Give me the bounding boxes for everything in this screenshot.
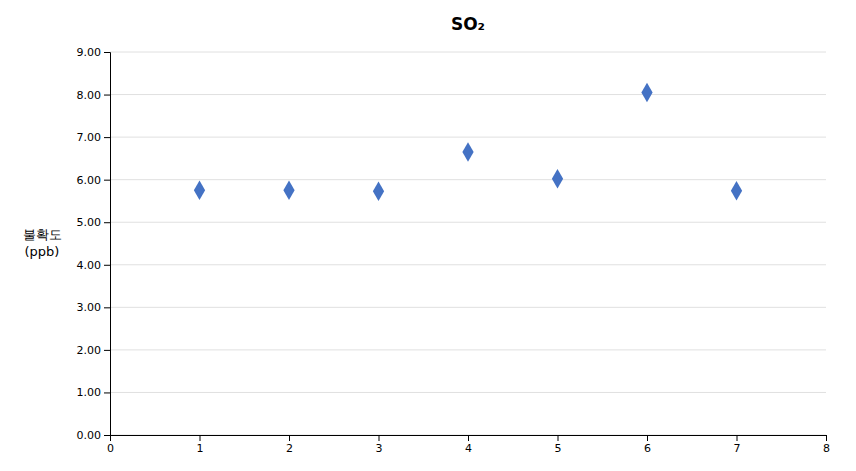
point xyxy=(194,181,205,201)
tick-mark xyxy=(104,435,110,436)
point xyxy=(731,181,742,201)
point xyxy=(641,83,652,103)
tick-label: 0.00 xyxy=(77,429,102,442)
tick-mark xyxy=(104,307,110,308)
y-axis-label-line: 불확도 xyxy=(23,227,62,242)
tick: 2.00 xyxy=(77,344,111,357)
tick: 1.00 xyxy=(77,386,111,399)
tick-mark xyxy=(200,435,201,441)
points xyxy=(194,83,742,201)
tick: 8.00 xyxy=(77,89,111,102)
tick-label: 9.00 xyxy=(77,46,102,59)
tick-label: 3.00 xyxy=(77,301,102,314)
tick: 5.00 xyxy=(77,216,111,229)
tick-mark xyxy=(104,52,110,53)
tick-mark xyxy=(104,137,110,138)
tick-mark xyxy=(104,222,110,223)
tick: 8 xyxy=(823,435,830,455)
tick-label: 5.00 xyxy=(77,216,102,229)
tick-label: 4.00 xyxy=(77,259,102,272)
axis-line xyxy=(104,53,111,436)
chart: 0 1 2 3 4 5 6 7 8 0.00 1.00 2.00 3.00 4.00 5.00 6.00 7.0… xyxy=(0,0,856,471)
tick-mark xyxy=(104,350,110,351)
y-axis-label: 불확도 (ppb) xyxy=(23,227,62,259)
tick: 7.00 xyxy=(77,131,111,144)
tick-label: 8.00 xyxy=(77,89,102,102)
point xyxy=(373,181,384,201)
tick-label: 7 xyxy=(734,442,741,455)
tick: 0.00 xyxy=(77,429,111,442)
grid-line xyxy=(110,349,826,350)
title: SO₂ xyxy=(451,14,485,34)
grid-line xyxy=(110,392,826,393)
grid-line xyxy=(110,222,826,223)
plot: 0 1 2 3 4 5 6 7 8 0.00 1.00 2.00 3.00 4.00 5.00 6.00 7.0… xyxy=(77,46,831,455)
grid-line xyxy=(110,264,826,265)
tick-label: 3 xyxy=(376,442,383,455)
tick-label: 1 xyxy=(197,442,204,455)
grid-line xyxy=(110,137,826,138)
tick: 3 xyxy=(376,435,383,455)
grid-line xyxy=(110,307,826,308)
tick-mark xyxy=(737,435,738,441)
point xyxy=(552,169,563,189)
grid xyxy=(110,52,826,435)
tick-mark xyxy=(104,95,110,96)
tick-mark xyxy=(104,180,110,181)
tick-label: 6 xyxy=(644,442,651,455)
tick: 5 xyxy=(555,435,562,455)
tick-label: 4 xyxy=(465,442,472,455)
point xyxy=(283,181,294,201)
tick: 4.00 xyxy=(77,259,111,272)
tick-label: 2 xyxy=(286,442,293,455)
tick-mark xyxy=(289,435,290,441)
grid-line xyxy=(110,52,826,53)
tick: 6 xyxy=(644,435,651,455)
point xyxy=(462,142,473,162)
tick: 3.00 xyxy=(77,301,111,314)
x-axis: 0 1 2 3 4 5 6 7 8 xyxy=(107,435,830,455)
tick-mark xyxy=(468,435,469,441)
tick: 6.00 xyxy=(77,174,111,187)
tick-mark xyxy=(379,435,380,441)
grid-line xyxy=(110,179,826,180)
tick-mark xyxy=(104,265,110,266)
y-axis-label-line: (ppb) xyxy=(25,244,60,259)
tick-label: 5 xyxy=(555,442,562,455)
tick-label: 1.00 xyxy=(77,386,102,399)
tick: 2 xyxy=(286,435,293,455)
tick-mark xyxy=(826,435,827,441)
tick-mark xyxy=(104,392,110,393)
y-axis: 0.00 1.00 2.00 3.00 4.00 5.00 6.00 7.00 8.00 9.00 xyxy=(77,46,111,442)
tick-label: 2.00 xyxy=(77,344,102,357)
axis-line xyxy=(111,436,827,442)
tick-mark xyxy=(558,435,559,441)
tick-label: 8 xyxy=(823,442,830,455)
grid-line xyxy=(110,94,826,95)
tick: 7 xyxy=(734,435,741,455)
tick-label: 7.00 xyxy=(77,131,102,144)
tick: 9.00 xyxy=(77,46,111,59)
tick: 0 xyxy=(107,435,114,455)
tick: 1 xyxy=(197,435,204,455)
tick-label: 6.00 xyxy=(77,174,102,187)
tick-label: 0 xyxy=(107,442,114,455)
tick-mark xyxy=(647,435,648,441)
tick: 4 xyxy=(465,435,472,455)
